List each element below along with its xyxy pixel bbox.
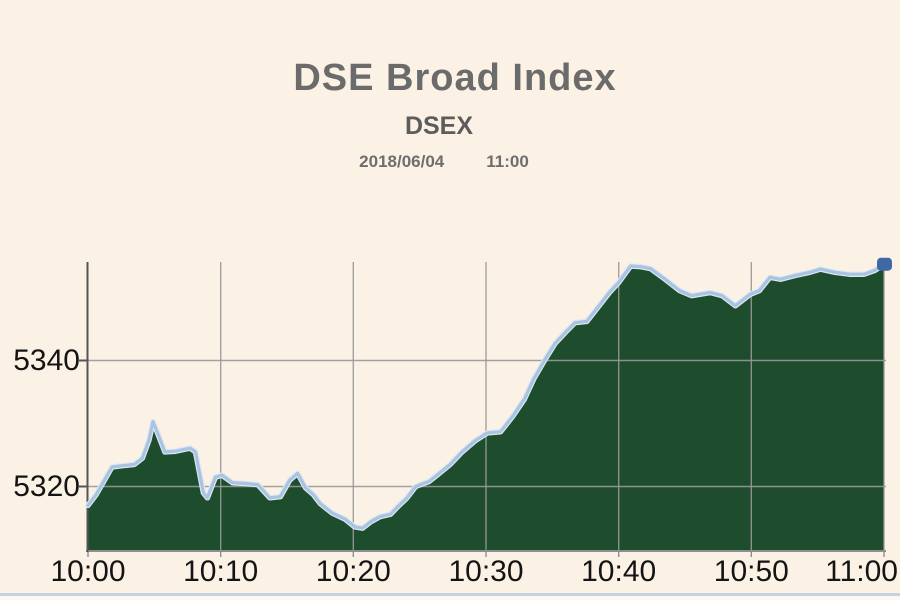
x-tick-label: 10:40 — [581, 555, 657, 588]
series-line — [86, 263, 886, 530]
x-tick-label: 10:20 — [315, 555, 391, 588]
page-bottom-strip — [0, 596, 900, 600]
x-tick-label: 10:50 — [713, 555, 789, 588]
y-tick-label: 5320 — [13, 469, 80, 503]
chart-title: DSE Broad Index — [293, 57, 617, 99]
chart-time-label: 11:00 — [486, 152, 529, 171]
last-point-marker — [877, 257, 892, 271]
x-tick-label: 10:30 — [448, 555, 524, 588]
chart-timestamp: 2018/06/04 11:00 — [359, 152, 529, 172]
series-area-fill — [88, 264, 884, 550]
page-bottom-border — [0, 593, 900, 596]
chart-subtitle: DSEX — [404, 112, 474, 140]
x-tick-label: 10:10 — [183, 555, 259, 588]
y-tick-label: 5340 — [13, 343, 80, 377]
chart-date-label: 2018/06/04 — [359, 152, 445, 171]
x-tick-label: 10:00 — [50, 555, 126, 588]
x-tick-label: 11:00 — [825, 555, 898, 588]
